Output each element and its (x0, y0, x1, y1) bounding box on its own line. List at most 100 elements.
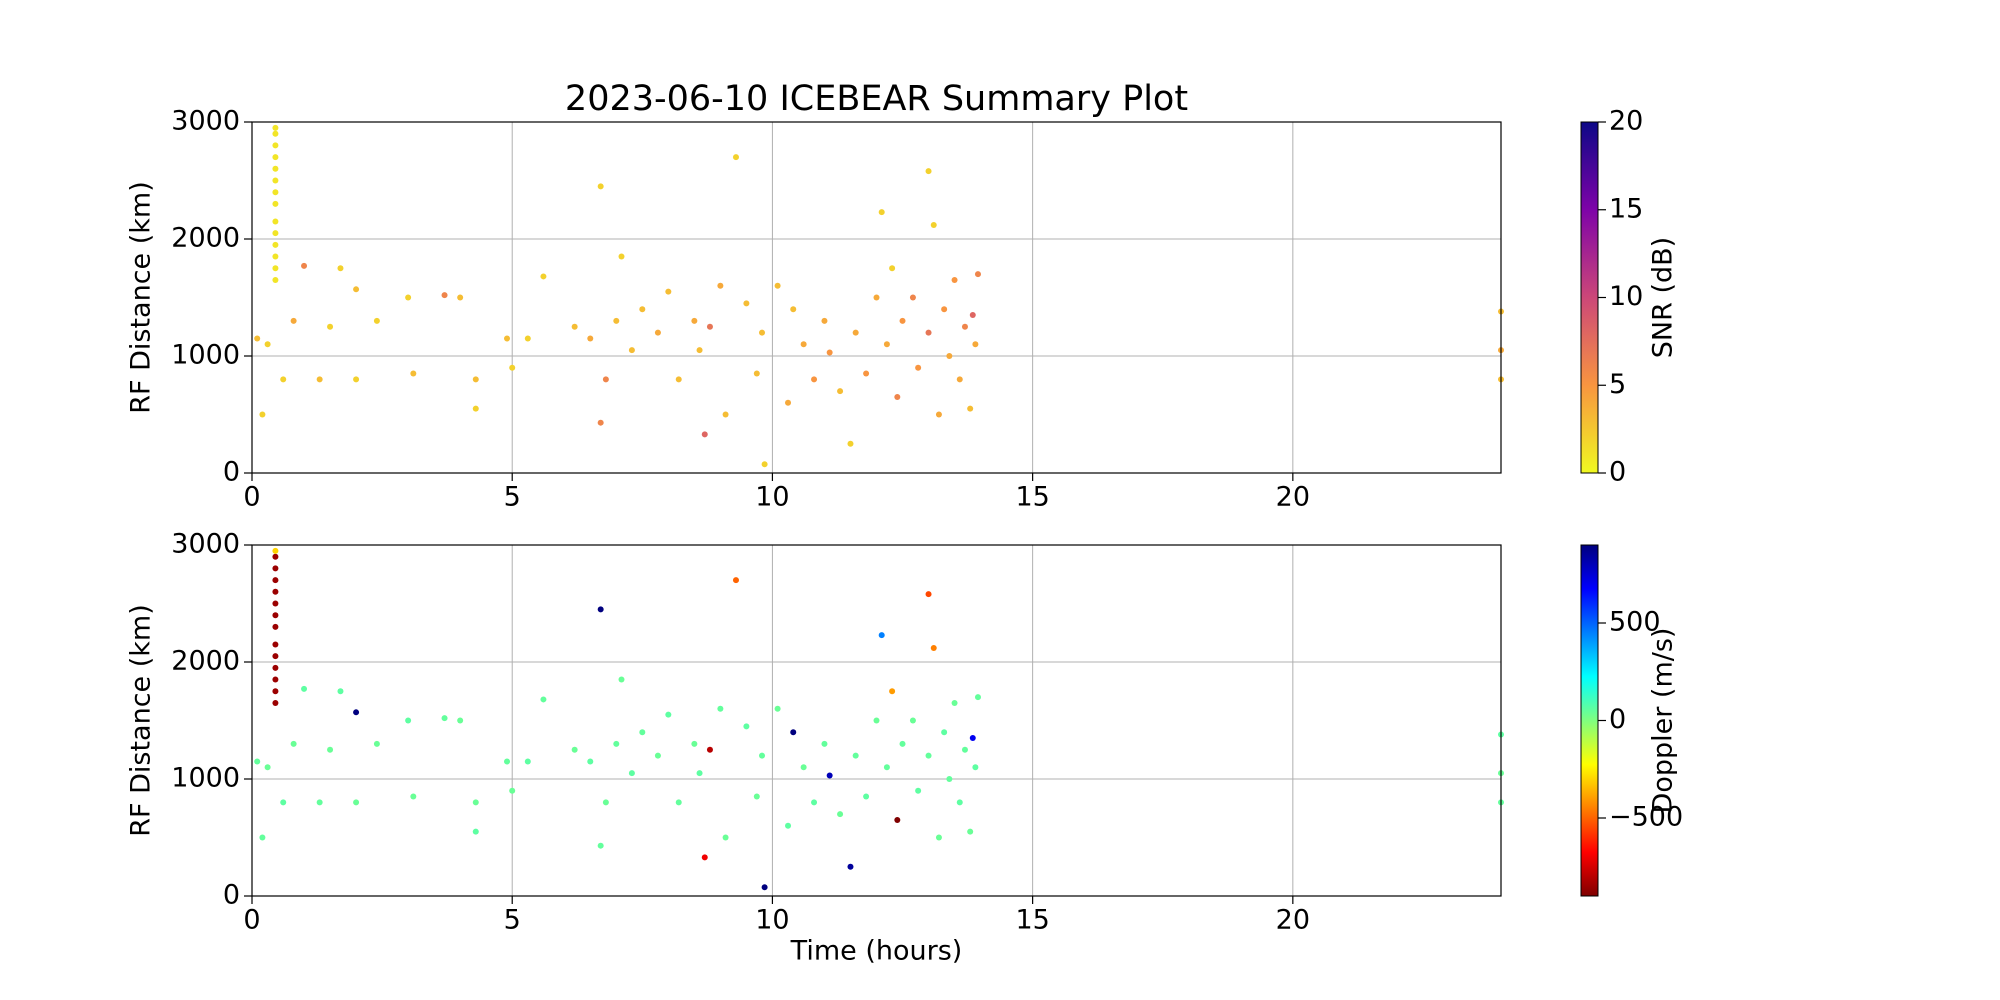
y-axis-label: RF Distance (km) (126, 604, 157, 837)
point (878, 209, 885, 216)
point (509, 787, 516, 794)
point (272, 623, 279, 630)
point (790, 306, 797, 313)
point (909, 294, 916, 301)
point (280, 799, 287, 806)
point (761, 461, 768, 468)
point (847, 863, 854, 870)
point (761, 884, 768, 891)
point (353, 799, 360, 806)
point (337, 688, 344, 695)
scatter-points (254, 124, 1504, 468)
point (457, 717, 464, 724)
point (951, 699, 958, 706)
point (930, 644, 937, 651)
x-tick-label: 0 (243, 482, 260, 513)
point (259, 834, 266, 841)
point (899, 740, 906, 747)
point (946, 353, 953, 359)
point (974, 694, 981, 701)
y-tick-label: 2000 (171, 646, 240, 677)
chart-title: 2023-06-10 ICEBEAR Summary Plot (565, 79, 1188, 119)
point (701, 431, 708, 438)
point (894, 393, 901, 400)
point (811, 376, 818, 383)
colorbar-tick-label: 15 (1609, 193, 1643, 224)
point (618, 253, 625, 260)
point (811, 799, 818, 806)
point (935, 834, 942, 841)
point (472, 828, 479, 835)
point (790, 729, 797, 736)
point (883, 341, 890, 348)
colorbar-tick-label: 10 (1609, 281, 1643, 312)
axes-frame (251, 544, 1502, 897)
point (639, 729, 646, 736)
x-tick-label: 15 (1015, 905, 1049, 936)
point (969, 735, 976, 742)
point (597, 419, 604, 426)
point (540, 273, 547, 280)
point (722, 411, 729, 418)
point (878, 632, 885, 639)
point (353, 286, 360, 293)
point (889, 265, 896, 272)
colorbar-tick-label: 0 (1609, 704, 1626, 735)
y-tick-label: 1000 (171, 763, 240, 794)
point (540, 696, 547, 703)
y-tick-label: 0 (223, 880, 240, 911)
point (701, 854, 708, 861)
point (696, 770, 703, 777)
point (457, 294, 464, 301)
point (353, 709, 360, 716)
point (272, 577, 279, 584)
point (272, 230, 279, 237)
point (889, 688, 896, 695)
colorbar-tick-label: 500 (1609, 607, 1661, 638)
x-tick-label: 0 (243, 905, 260, 936)
point (272, 699, 279, 706)
point (272, 588, 279, 595)
point (264, 341, 271, 348)
point (587, 758, 594, 765)
point (301, 262, 308, 269)
point (272, 265, 279, 272)
point (732, 577, 739, 584)
x-axis-label: Time (hours) (790, 936, 963, 967)
point (925, 329, 932, 336)
point (753, 793, 760, 800)
point (852, 752, 859, 759)
point (863, 370, 870, 377)
y-tick-label: 1000 (171, 340, 240, 371)
point (509, 364, 516, 371)
x-tick-label: 5 (504, 482, 521, 513)
point (675, 799, 682, 806)
point (800, 764, 807, 771)
point (915, 787, 922, 794)
point (353, 376, 360, 383)
point (969, 312, 976, 319)
point (618, 676, 625, 683)
point (717, 282, 724, 289)
point (272, 276, 279, 283)
point (316, 799, 323, 806)
point (472, 799, 479, 806)
point (706, 746, 713, 753)
point (691, 740, 698, 747)
point (628, 347, 635, 354)
point (272, 165, 279, 172)
point (785, 822, 792, 829)
point (972, 341, 979, 348)
x-tick-label: 15 (1015, 482, 1049, 513)
point (272, 553, 279, 560)
point (951, 276, 958, 283)
colorbar-tick-label: 5 (1609, 369, 1626, 400)
point (602, 799, 609, 806)
point (759, 329, 766, 336)
point (264, 764, 271, 771)
y-tick-label: 3000 (171, 529, 240, 560)
point (883, 764, 890, 771)
point (941, 306, 948, 313)
point (925, 591, 932, 598)
